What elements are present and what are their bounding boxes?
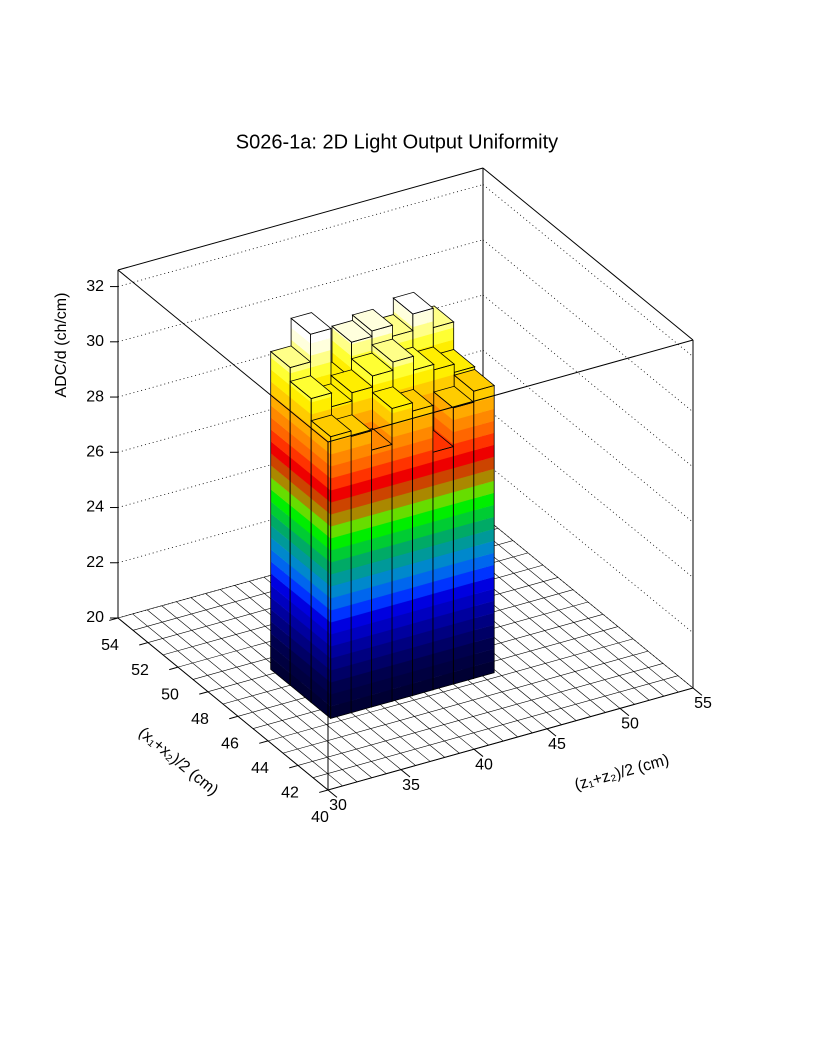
y-tick — [259, 740, 269, 744]
chart-title: S026-1a: 2D Light Output Uniformity — [236, 131, 558, 153]
bar-outline — [310, 419, 332, 720]
x-tick-label: 40 — [475, 756, 493, 773]
x-tick — [327, 789, 338, 798]
y-tick — [229, 715, 239, 720]
floor-grid — [297, 663, 664, 766]
x-tick-label: 55 — [694, 695, 712, 712]
x-tick — [546, 728, 557, 737]
z-tick-label: 24 — [86, 499, 104, 516]
x-tick-label: 45 — [548, 736, 566, 753]
y-tick — [319, 789, 329, 793]
frame-edge — [117, 269, 329, 443]
y-tick — [169, 666, 179, 671]
y-tick-label: 44 — [251, 760, 269, 777]
y-tick-label: 46 — [221, 736, 239, 753]
y-tick-label: 54 — [101, 637, 119, 654]
x-tick — [619, 708, 630, 717]
axis-line — [327, 687, 694, 791]
x-tick-label: 30 — [329, 797, 347, 814]
y-tick — [199, 691, 209, 695]
y-tick-label: 50 — [161, 686, 179, 703]
y-tick-label: 40 — [311, 809, 329, 826]
y-tick-label: 42 — [281, 785, 299, 802]
x-tick-label: 50 — [621, 716, 639, 733]
floor-grid — [312, 675, 679, 779]
y-tick — [139, 642, 149, 646]
x-tick — [400, 769, 411, 778]
frame-edge — [117, 167, 484, 271]
floor-grid — [282, 650, 649, 754]
z-tick-label: 28 — [86, 388, 104, 405]
z-axis-title: ADC/d (ch/cm) — [53, 293, 70, 398]
x-tick-label: 35 — [402, 777, 420, 794]
z-tick-label: 22 — [86, 554, 104, 571]
y-tick — [289, 764, 299, 769]
z-tick-label: 30 — [86, 333, 104, 350]
x-tick — [692, 687, 703, 696]
z-tick-label: 20 — [86, 609, 104, 626]
y-tick-label: 48 — [191, 711, 209, 728]
y-tick-label: 52 — [131, 662, 149, 679]
frame-edge — [482, 167, 694, 341]
floor-grid — [267, 638, 634, 742]
y-tick — [109, 617, 119, 621]
frame-edge — [327, 339, 694, 443]
axis-line — [117, 617, 329, 791]
x-tick — [473, 748, 484, 757]
z-tick-label: 32 — [86, 278, 104, 295]
z-tick-label: 26 — [86, 444, 104, 461]
bar — [310, 414, 352, 720]
